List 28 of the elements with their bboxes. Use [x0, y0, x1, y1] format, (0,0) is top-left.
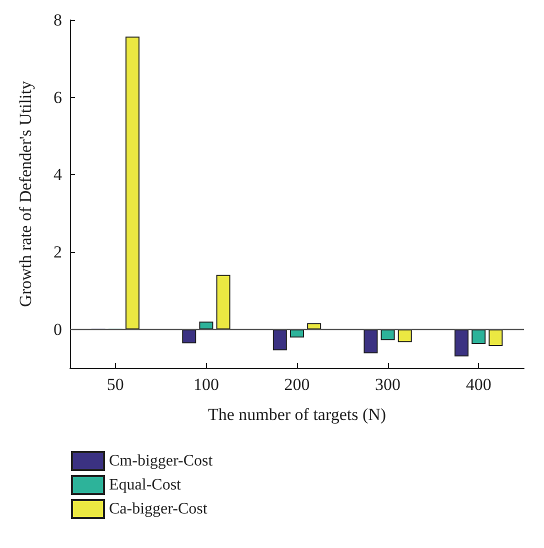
bar: [472, 329, 486, 344]
bar: [272, 329, 287, 350]
bar: [216, 274, 230, 330]
bar: [398, 329, 412, 342]
y-tick-label: 0: [54, 320, 62, 339]
bar: [380, 329, 395, 340]
bar: [454, 329, 469, 356]
legend-label: Ca-bigger-Cost: [109, 500, 208, 518]
y-tick-label: 2: [54, 242, 62, 262]
y-tick-label: 8: [54, 10, 62, 30]
x-tick-label: 100: [193, 375, 219, 394]
bar: [290, 329, 304, 338]
x-tick-label: 300: [375, 375, 401, 394]
legend-label: Cm-bigger-Cost: [109, 452, 214, 470]
bar: [125, 36, 140, 330]
y-tick-label: 4: [54, 165, 62, 184]
legend-label: Equal-Cost: [109, 476, 182, 494]
bar: [199, 322, 214, 330]
y-axis-title: Growth rate of Defender's Utility: [16, 80, 35, 307]
bar: [488, 329, 503, 346]
y-tick-label: 6: [54, 88, 62, 107]
x-axis-title: The number of targets (N): [208, 405, 386, 424]
x-tick-label: 200: [284, 375, 310, 394]
bar: [364, 329, 378, 354]
x-tick-label: 400: [466, 375, 492, 394]
x-tick-label: 50: [106, 375, 124, 394]
bar: [182, 329, 196, 344]
bar: [307, 323, 322, 330]
